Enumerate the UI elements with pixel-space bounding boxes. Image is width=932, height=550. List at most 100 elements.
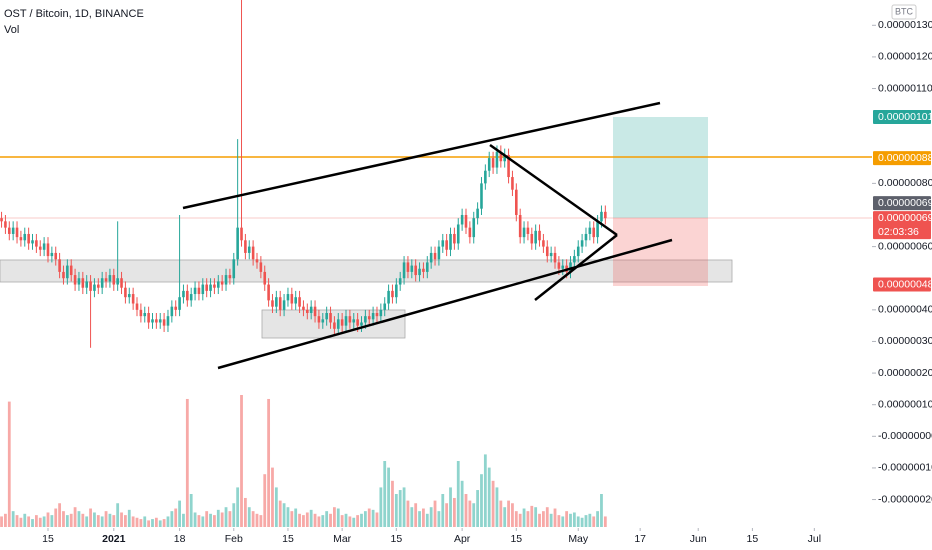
- candle-body: [35, 240, 38, 247]
- volume-bar: [85, 516, 89, 527]
- candle-body: [197, 287, 201, 295]
- candle-body: [174, 306, 178, 310]
- volume-bar: [371, 509, 375, 527]
- volume-bar: [580, 517, 584, 527]
- candle-body: [286, 294, 290, 301]
- volume-bar: [73, 507, 77, 527]
- price-label-box: [873, 277, 931, 292]
- candle-body: [364, 316, 367, 323]
- price-label: 0.00000069: [878, 197, 932, 209]
- volume-bar: [333, 507, 336, 527]
- candle-body: [240, 227, 243, 241]
- volume-bar: [77, 511, 81, 527]
- candle-body: [170, 306, 174, 317]
- candle-body: [503, 154, 506, 162]
- volume-bar: [445, 503, 449, 527]
- trend-line: [217, 238, 673, 370]
- volume-bar: [356, 515, 360, 527]
- candle-body: [85, 281, 88, 288]
- candle-body: [271, 300, 274, 307]
- candle-body: [367, 316, 371, 320]
- candle-body: [511, 177, 514, 190]
- volume-bar: [267, 398, 271, 527]
- volume-bar: [259, 515, 263, 527]
- volume-bar: [27, 516, 31, 527]
- candle-body: [317, 316, 321, 323]
- volume-bar: [135, 517, 139, 527]
- volume-bar: [406, 500, 410, 527]
- volume-bar: [23, 513, 27, 527]
- volume-bar: [561, 516, 565, 527]
- candle-body: [112, 275, 116, 285]
- volume-bar: [352, 517, 356, 527]
- candle-body: [220, 281, 224, 285]
- price-label: 0.00000069: [878, 212, 932, 224]
- volume-bar: [65, 515, 69, 527]
- candle-body: [313, 306, 317, 317]
- volume-bar: [309, 509, 313, 527]
- volume-bar: [584, 515, 588, 527]
- volume-bar: [460, 480, 464, 527]
- volume-bar: [302, 515, 305, 527]
- volume-bar: [495, 487, 499, 527]
- candle-body: [441, 240, 445, 247]
- candle-body: [429, 252, 433, 263]
- x-tick-label: 15: [42, 533, 54, 545]
- x-tick-label: Jun: [690, 533, 707, 545]
- candle-body: [294, 297, 297, 304]
- candle-body: [321, 319, 325, 323]
- y-tick-label: 0.00000110: [878, 82, 932, 94]
- volume-bar: [375, 512, 379, 527]
- volume-bar: [572, 512, 576, 527]
- volume-bar: [313, 513, 317, 527]
- candle-body: [62, 271, 65, 279]
- price-label: 0.00000048: [878, 278, 932, 290]
- volume-bar: [367, 508, 371, 527]
- candle-body: [495, 151, 499, 168]
- volume-bar: [514, 511, 518, 527]
- volume-bar: [162, 519, 166, 527]
- x-tick-label: Jul: [808, 533, 821, 545]
- candle-body: [151, 319, 154, 323]
- volume-bar: [503, 507, 507, 527]
- y-tick-label: 0.00000010: [878, 398, 932, 410]
- volume-bar: [255, 513, 259, 527]
- volume-bar: [143, 516, 147, 527]
- candle-body: [104, 278, 108, 282]
- volume-bar: [418, 511, 421, 527]
- x-tick-label: 17: [634, 533, 646, 545]
- volume-bar: [38, 517, 42, 527]
- volume-bar: [112, 515, 116, 527]
- volume-bar: [425, 513, 429, 527]
- volume-bar: [348, 516, 352, 527]
- y-tick-label: -0.00000000: [878, 430, 932, 442]
- volume-bar: [154, 517, 158, 527]
- candle-body: [193, 287, 197, 295]
- volume-bar: [472, 503, 476, 527]
- drawings: [182, 101, 673, 370]
- volume-bar: [11, 511, 15, 527]
- volume-bar: [534, 507, 538, 527]
- candle-body: [333, 322, 336, 329]
- candle-body: [50, 252, 54, 257]
- candle-body: [530, 233, 534, 244]
- candle-body: [69, 265, 73, 276]
- volume-bar: [576, 516, 580, 527]
- volume-bar: [530, 505, 534, 527]
- candle-body: [325, 313, 328, 320]
- volume-bar: [34, 515, 38, 527]
- zone: [0, 259, 733, 283]
- target-zone: [613, 117, 708, 218]
- volume-bar: [433, 500, 437, 527]
- candle-body: [468, 227, 472, 238]
- volume-bar: [108, 513, 112, 527]
- volume-bar: [93, 512, 96, 527]
- candle-body: [66, 265, 69, 279]
- countdown: 02:03:36: [878, 226, 919, 238]
- volume-bar: [120, 512, 123, 527]
- currency-box: [891, 4, 917, 20]
- volume-bar: [387, 467, 390, 527]
- candle-body: [298, 297, 301, 307]
- candle-body: [456, 224, 460, 244]
- volume-bar: [151, 519, 154, 527]
